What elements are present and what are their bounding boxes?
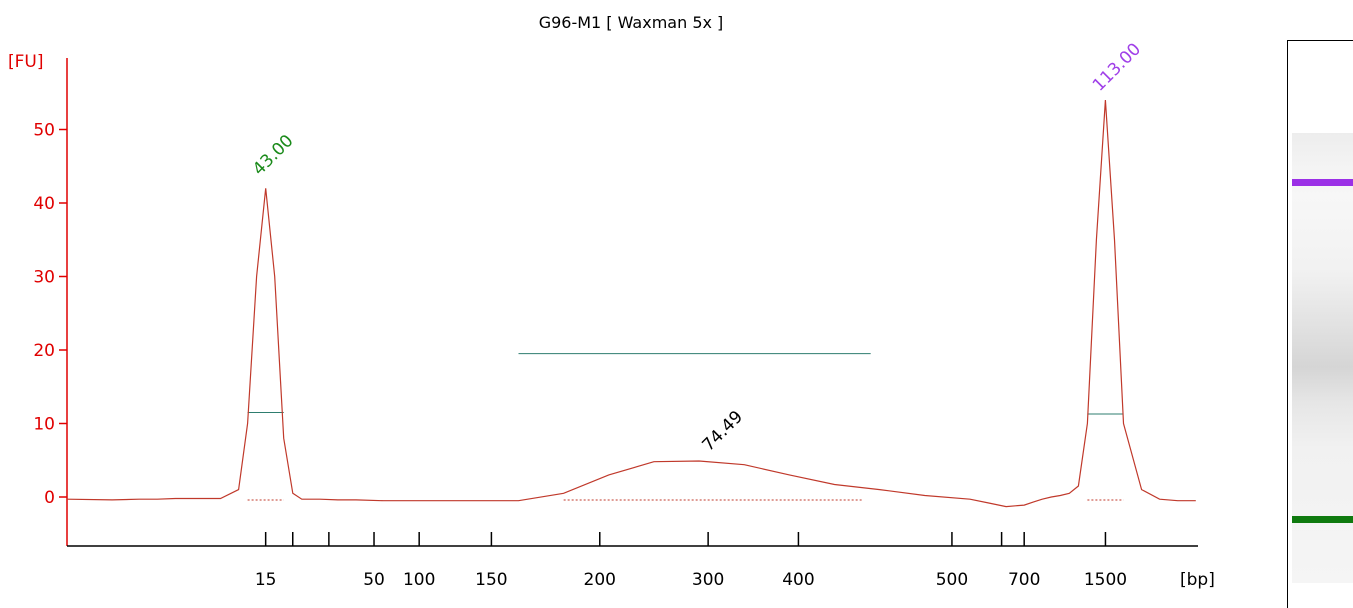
gel-band-upper-marker	[1292, 179, 1353, 186]
x-tick-label: 100	[403, 570, 435, 590]
x-tick-label: 150	[475, 570, 507, 590]
gel-band-lower-marker	[1292, 516, 1353, 523]
trace-layer	[66, 100, 1196, 508]
x-tick-label: 500	[936, 570, 968, 590]
x-axis-label: [bp]	[1180, 570, 1215, 590]
y-tick-label: 0	[44, 488, 55, 508]
gel-lane	[1287, 40, 1353, 608]
peak-label: 43.00	[249, 131, 298, 180]
axes: 0 10 20 30 40 50 15 50 100 150 200 300 400 500 700 1500	[33, 58, 1198, 590]
y-tick-label: 20	[33, 341, 55, 361]
x-tick-label: 400	[782, 570, 814, 590]
y-tick-label: 10	[33, 415, 55, 435]
x-tick-label: 300	[692, 570, 724, 590]
peak-label: 113.00	[1089, 39, 1145, 95]
electropherogram-trace	[66, 100, 1196, 508]
peak-label: 74.49	[699, 407, 748, 456]
electropherogram-chart: G96-M1 [ Waxman 5x ] [FU] [bp] 0 10 20 30 40…	[8, 13, 1215, 590]
chart-title: G96-M1 [ Waxman 5x ]	[539, 13, 724, 32]
y-tick-label: 30	[33, 268, 55, 288]
y-tick-label: 50	[33, 121, 55, 141]
x-tick-label: 1500	[1084, 570, 1127, 590]
y-axis-label: [FU]	[8, 52, 44, 72]
x-tick-label: 700	[1008, 570, 1040, 590]
gel-lane-smear	[1292, 133, 1353, 583]
y-tick-label: 40	[33, 194, 55, 214]
x-tick-label: 200	[584, 570, 616, 590]
peak-labels: 43.00 113.00 74.49	[249, 39, 1145, 455]
x-tick-label: 15	[255, 570, 277, 590]
x-tick-label: 50	[363, 570, 385, 590]
region-markers	[247, 353, 1124, 501]
